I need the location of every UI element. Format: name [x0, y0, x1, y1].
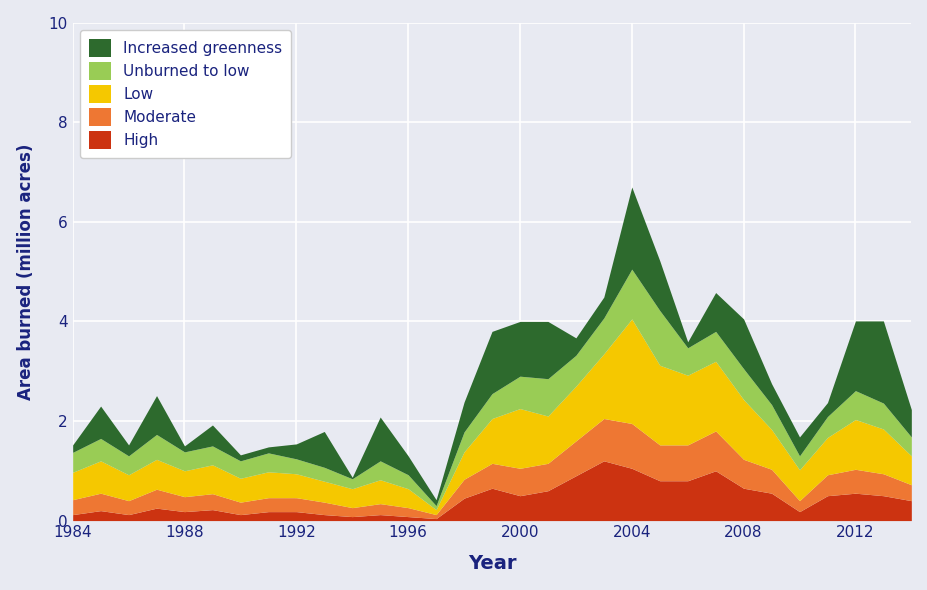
- Y-axis label: Area burned (million acres): Area burned (million acres): [17, 143, 34, 400]
- X-axis label: Year: Year: [467, 555, 515, 573]
- Legend: Increased greenness, Unburned to low, Low, Moderate, High: Increased greenness, Unburned to low, Lo…: [81, 30, 291, 158]
